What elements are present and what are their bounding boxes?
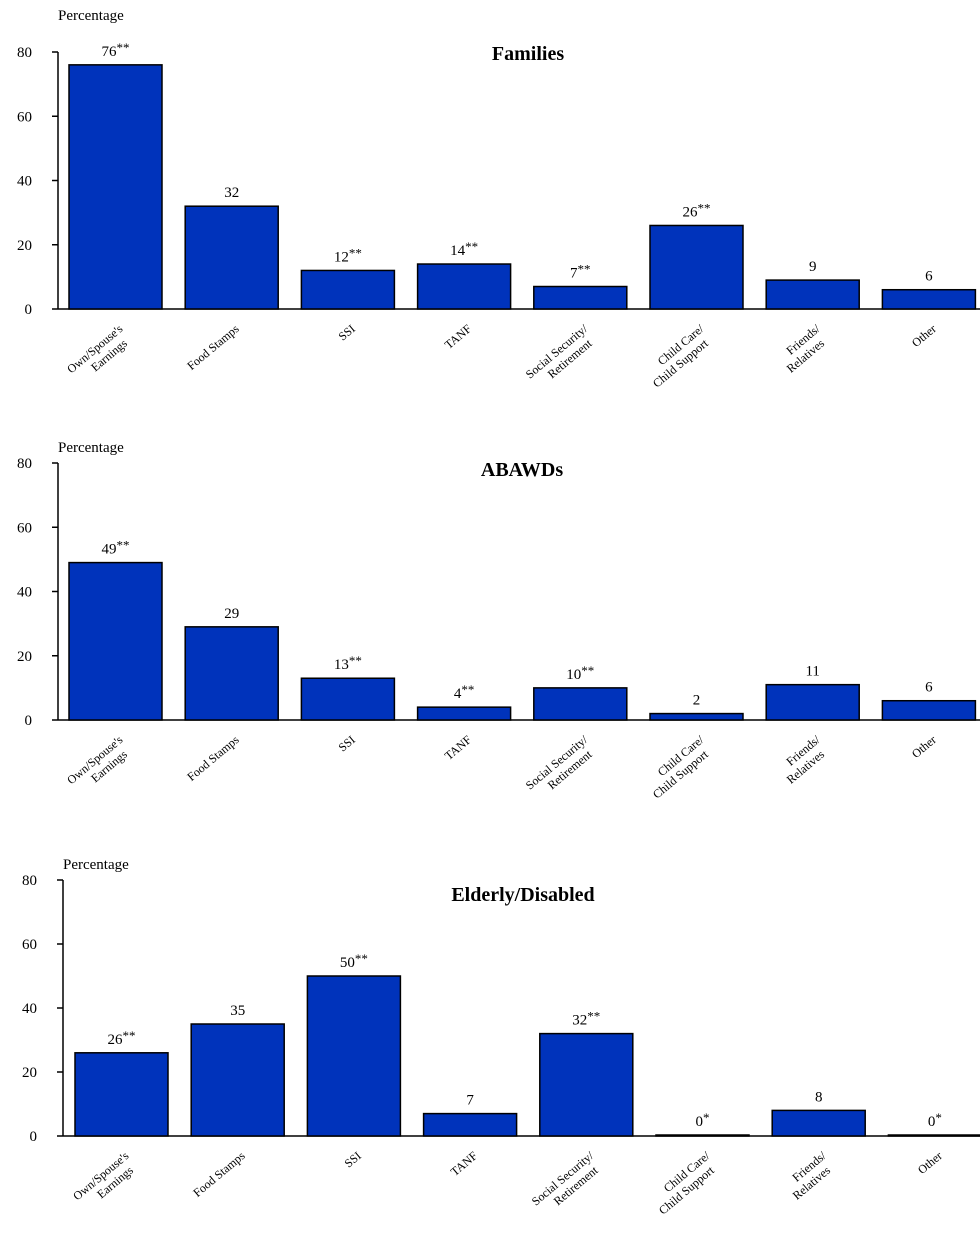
y-axis-label: Percentage <box>58 440 124 456</box>
y-tick-label: 20 <box>17 238 32 254</box>
chart-panel-3: Percentage Elderly/Disabled 0 20 40 60 80 26** O… <box>22 857 980 1219</box>
bar <box>300 677 396 721</box>
data-label: 7 <box>466 1093 474 1109</box>
bar <box>887 1134 980 1137</box>
chart-title: ABAWDs <box>481 459 563 481</box>
data-label: 35 <box>230 1003 245 1019</box>
data-label: 29 <box>224 606 239 622</box>
data-label: 49** <box>102 538 130 558</box>
y-tick-label: 20 <box>22 1065 37 1081</box>
data-label: 32** <box>572 1009 600 1029</box>
y-tick-label: 60 <box>17 520 32 536</box>
category-label: Child Care/Child Support <box>647 1148 722 1217</box>
chart-panel-1: Percentage Families 0 20 40 60 80 76** Own/Spous… <box>17 8 980 392</box>
y-tick-label: 60 <box>22 937 37 953</box>
data-label: 76** <box>102 40 130 60</box>
y-tick-label: 0 <box>30 1129 38 1145</box>
category-label: Other <box>909 733 939 761</box>
bar <box>649 224 744 310</box>
data-label: 0* <box>696 1110 710 1130</box>
category-label: Child Care/Child Support <box>641 732 716 801</box>
category-label: Other <box>915 1149 945 1177</box>
data-label: 32 <box>224 185 239 201</box>
data-label: 9 <box>809 259 817 275</box>
y-tick-label: 80 <box>17 456 32 472</box>
data-label: 26** <box>683 200 711 220</box>
category-label: Own/Spouse'sEarnings <box>64 321 134 386</box>
data-label: 13** <box>334 653 362 673</box>
y-tick-label: 0 <box>25 713 33 729</box>
category-label: Social Security/Retirement <box>529 1148 606 1219</box>
bar <box>539 1032 634 1137</box>
data-label: 50** <box>340 951 368 971</box>
data-label: 2 <box>693 693 701 709</box>
y-tick-label: 20 <box>17 649 32 665</box>
bar <box>533 687 628 721</box>
data-label: 11 <box>805 664 819 680</box>
y-tick-label: 40 <box>17 585 32 601</box>
data-label: 6 <box>925 269 933 285</box>
chart-title: Families <box>492 43 564 65</box>
bar <box>184 205 279 310</box>
category-label: Other <box>909 322 939 350</box>
y-tick-label: 40 <box>17 174 32 190</box>
category-label: Social Security/Retirement <box>523 732 600 803</box>
y-axis-label: Percentage <box>63 857 129 873</box>
category-label: Own/Spouse'sEarnings <box>70 1148 140 1213</box>
bar <box>422 1112 518 1137</box>
bar <box>771 1109 866 1137</box>
data-label: 26** <box>108 1028 136 1048</box>
y-tick-label: 60 <box>17 109 32 125</box>
data-label: 8 <box>815 1089 823 1105</box>
bar <box>68 561 163 721</box>
chart-panel-2: Percentage ABAWDs 0 20 40 60 80 49** Own/Spouse'… <box>17 440 980 803</box>
bar <box>649 712 744 721</box>
bar <box>300 269 396 310</box>
bar <box>655 1134 750 1137</box>
category-label: Food Stamps <box>190 1148 248 1199</box>
bar <box>765 279 860 310</box>
data-label: 10** <box>566 663 594 683</box>
bar <box>533 285 628 310</box>
category-label: Food Stamps <box>184 732 242 783</box>
category-label: SSI <box>342 1149 364 1171</box>
bar <box>765 683 860 721</box>
bar <box>74 1052 169 1137</box>
bar <box>881 288 977 310</box>
bar <box>306 975 402 1137</box>
y-tick-label: 40 <box>22 1001 37 1017</box>
data-label: 7** <box>570 262 591 282</box>
category-label: TANF <box>448 1148 481 1178</box>
chart-title: Elderly/Disabled <box>451 884 594 906</box>
y-tick-label: 0 <box>25 302 33 318</box>
category-label: TANF <box>442 321 475 351</box>
y-tick-label: 80 <box>22 873 37 889</box>
data-label: 14** <box>450 239 478 259</box>
y-axis-label: Percentage <box>58 8 124 24</box>
bar <box>881 699 977 721</box>
category-label: Friends/Relatives <box>775 732 832 786</box>
category-label: TANF <box>442 732 475 762</box>
category-label: Friends/Relatives <box>775 321 832 375</box>
data-label: 0* <box>928 1110 942 1130</box>
data-label: 6 <box>925 680 933 696</box>
category-label: Food Stamps <box>184 321 242 372</box>
category-label: Child Care/Child Support <box>641 321 716 390</box>
bar <box>416 706 512 721</box>
category-label: SSI <box>336 322 358 344</box>
category-label: SSI <box>336 733 358 755</box>
bar <box>190 1023 285 1137</box>
bar <box>416 263 512 310</box>
data-label: 4** <box>454 682 475 702</box>
y-tick-label: 80 <box>17 45 32 61</box>
category-label: Friends/Relatives <box>781 1148 838 1202</box>
bar <box>68 64 163 310</box>
bar <box>184 626 279 721</box>
category-label: Own/Spouse'sEarnings <box>64 732 134 797</box>
category-label: Social Security/Retirement <box>523 321 600 392</box>
data-label: 12** <box>334 245 362 265</box>
